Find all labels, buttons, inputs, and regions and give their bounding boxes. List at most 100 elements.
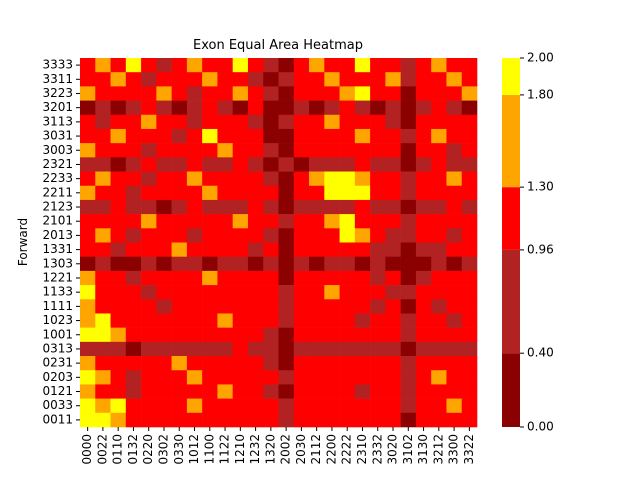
heatmap-cell — [278, 285, 295, 300]
heatmap-cell — [232, 128, 249, 144]
heatmap-cell — [95, 128, 111, 144]
y-tick-label: 2211 — [42, 185, 73, 199]
heatmap-cell — [156, 128, 172, 144]
heatmap-cell — [415, 270, 432, 286]
heatmap-cell — [247, 128, 264, 144]
heatmap-cell — [324, 86, 340, 101]
heatmap-cell — [293, 185, 310, 201]
heatmap-cell — [171, 270, 188, 286]
heatmap-cell — [171, 114, 188, 130]
heatmap-cell — [370, 370, 386, 385]
heatmap-cell — [400, 171, 417, 187]
heatmap-cell — [186, 185, 203, 201]
heatmap-cell — [278, 214, 295, 229]
heatmap-cell — [95, 412, 111, 428]
heatmap-cell — [370, 185, 386, 201]
heatmap-cell — [293, 270, 310, 286]
heatmap-cell — [202, 185, 218, 201]
heatmap-cell — [141, 228, 157, 243]
heatmap-cell — [171, 228, 188, 243]
heatmap-cell — [415, 157, 432, 172]
heatmap-cell — [400, 270, 417, 286]
heatmap-cell — [354, 341, 371, 357]
heatmap-cell — [141, 341, 157, 357]
heatmap-cell — [415, 285, 432, 300]
heatmap-cell — [461, 341, 478, 357]
heatmap-cell — [370, 356, 386, 371]
heatmap-cell — [263, 327, 279, 343]
heatmap-cell — [339, 313, 356, 328]
heatmap-cell — [95, 185, 111, 201]
heatmap-cell — [156, 100, 172, 116]
heatmap-cell — [80, 299, 96, 314]
heatmap-cell — [415, 228, 432, 243]
colorbar-tick-label: 0.96 — [527, 242, 554, 256]
heatmap-cell — [80, 114, 96, 130]
heatmap-cell — [217, 100, 233, 116]
heatmap-cell — [232, 270, 249, 286]
heatmap-cell — [339, 171, 356, 187]
heatmap-cell — [171, 398, 188, 414]
colorbar-segment — [502, 58, 520, 95]
heatmap-cell — [446, 157, 463, 172]
heatmap-cell — [217, 412, 233, 428]
heatmap-cell — [400, 341, 417, 357]
heatmap-cell — [156, 114, 172, 130]
heatmap-cell — [80, 143, 96, 158]
heatmap-cell — [217, 228, 233, 243]
heatmap-cell — [263, 270, 279, 286]
colorbar-tick-label: 2.00 — [527, 51, 554, 65]
heatmap-cell — [217, 86, 233, 101]
heatmap-cell — [461, 256, 478, 272]
heatmap-cell — [141, 199, 157, 215]
heatmap-cell — [125, 199, 142, 215]
heatmap-cell — [186, 214, 203, 229]
heatmap-cell — [202, 327, 218, 343]
heatmap-cell — [400, 157, 417, 172]
x-tick-label: 3130 — [416, 434, 430, 465]
heatmap-cell — [324, 214, 340, 229]
heatmap-cell — [461, 270, 478, 286]
y-tick-label: 2321 — [42, 157, 73, 171]
heatmap-cell — [110, 341, 127, 357]
heatmap-cell — [385, 58, 401, 73]
heatmap-cell — [278, 270, 295, 286]
x-tick-label: 1210 — [233, 434, 247, 465]
heatmap-cell — [217, 356, 233, 371]
heatmap-cell — [80, 412, 96, 428]
y-tick-label: 1111 — [42, 299, 73, 313]
colorbar-segment — [502, 94, 520, 188]
heatmap-cell — [400, 143, 417, 158]
heatmap-cell — [370, 171, 386, 187]
colorbar-segment — [502, 187, 520, 250]
heatmap-cell — [263, 143, 279, 158]
heatmap-cell — [186, 398, 203, 414]
heatmap-cell — [202, 199, 218, 215]
heatmap-cell — [339, 270, 356, 286]
heatmap-cell — [309, 285, 325, 300]
heatmap-cell — [232, 327, 249, 343]
heatmap-cell — [156, 171, 172, 187]
heatmap-cell — [385, 114, 401, 130]
heatmap-cell — [278, 327, 295, 343]
heatmap-cell — [431, 86, 447, 101]
heatmap-cell — [263, 370, 279, 385]
heatmap-cell — [400, 327, 417, 343]
heatmap-cell — [461, 313, 478, 328]
heatmap-cell — [217, 171, 233, 187]
heatmap-cell — [247, 370, 264, 385]
heatmap-cell — [461, 185, 478, 201]
heatmap-cell — [400, 58, 417, 73]
heatmap-cell — [110, 256, 127, 272]
heatmap-cell — [415, 214, 432, 229]
heatmap-cell — [446, 327, 463, 343]
heatmap-cell — [293, 114, 310, 130]
heatmap-cell — [202, 58, 218, 73]
heatmap-cell — [400, 214, 417, 229]
heatmap-cell — [232, 100, 249, 116]
heatmap-cell — [431, 214, 447, 229]
heatmap-cell — [446, 242, 463, 257]
heatmap-cell — [247, 100, 264, 116]
heatmap-cell — [446, 270, 463, 286]
heatmap-cell — [431, 185, 447, 201]
